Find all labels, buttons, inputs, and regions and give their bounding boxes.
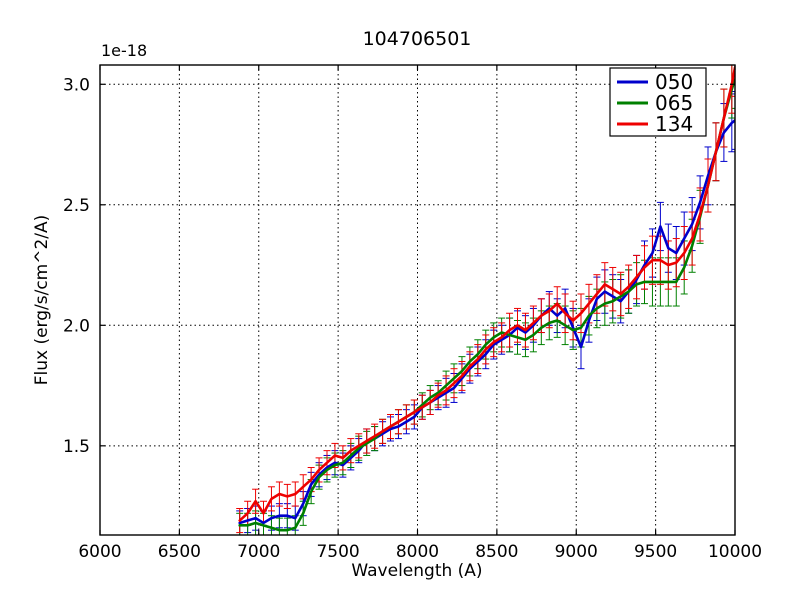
legend-label-065[interactable]: 065: [655, 91, 693, 115]
y-tick-label: 2.5: [63, 196, 90, 216]
data-line-134: [238, 66, 735, 522]
y-axis-offset-text: 1e-18: [101, 41, 147, 60]
x-tick-labels: 6000 6500 7000 7500 8000 8500 9000 9500 10000: [78, 542, 762, 562]
data-line-065: [238, 78, 735, 532]
plot-title: 104706501: [363, 28, 472, 50]
y-tick-label: 2.0: [63, 316, 90, 336]
x-tick-label: 6500: [158, 542, 201, 562]
x-tick-label: 9500: [634, 542, 677, 562]
data-line-050: [238, 119, 735, 525]
axis-ticks: [99, 65, 736, 535]
y-tick-labels: 1.5 2.0 2.5 3.0: [63, 75, 90, 457]
x-tick-label: 9000: [555, 542, 598, 562]
x-tick-label: 8500: [475, 542, 518, 562]
data-lines: [238, 66, 735, 532]
x-tick-label: 7500: [316, 542, 359, 562]
legend-label-050[interactable]: 050: [655, 70, 693, 94]
grid-lines: [100, 65, 735, 535]
x-tick-label: 10000: [708, 542, 762, 562]
y-tick-label: 3.0: [63, 75, 90, 95]
x-tick-label: 6000: [78, 542, 121, 562]
x-axis-label: Wavelength (A): [351, 561, 482, 581]
x-tick-label: 7000: [237, 542, 280, 562]
y-tick-label: 1.5: [63, 437, 90, 457]
x-tick-label: 8000: [396, 542, 439, 562]
legend-label-134[interactable]: 134: [655, 112, 693, 136]
y-axis-label: Flux (erg/s/cm^2/A): [32, 215, 52, 386]
